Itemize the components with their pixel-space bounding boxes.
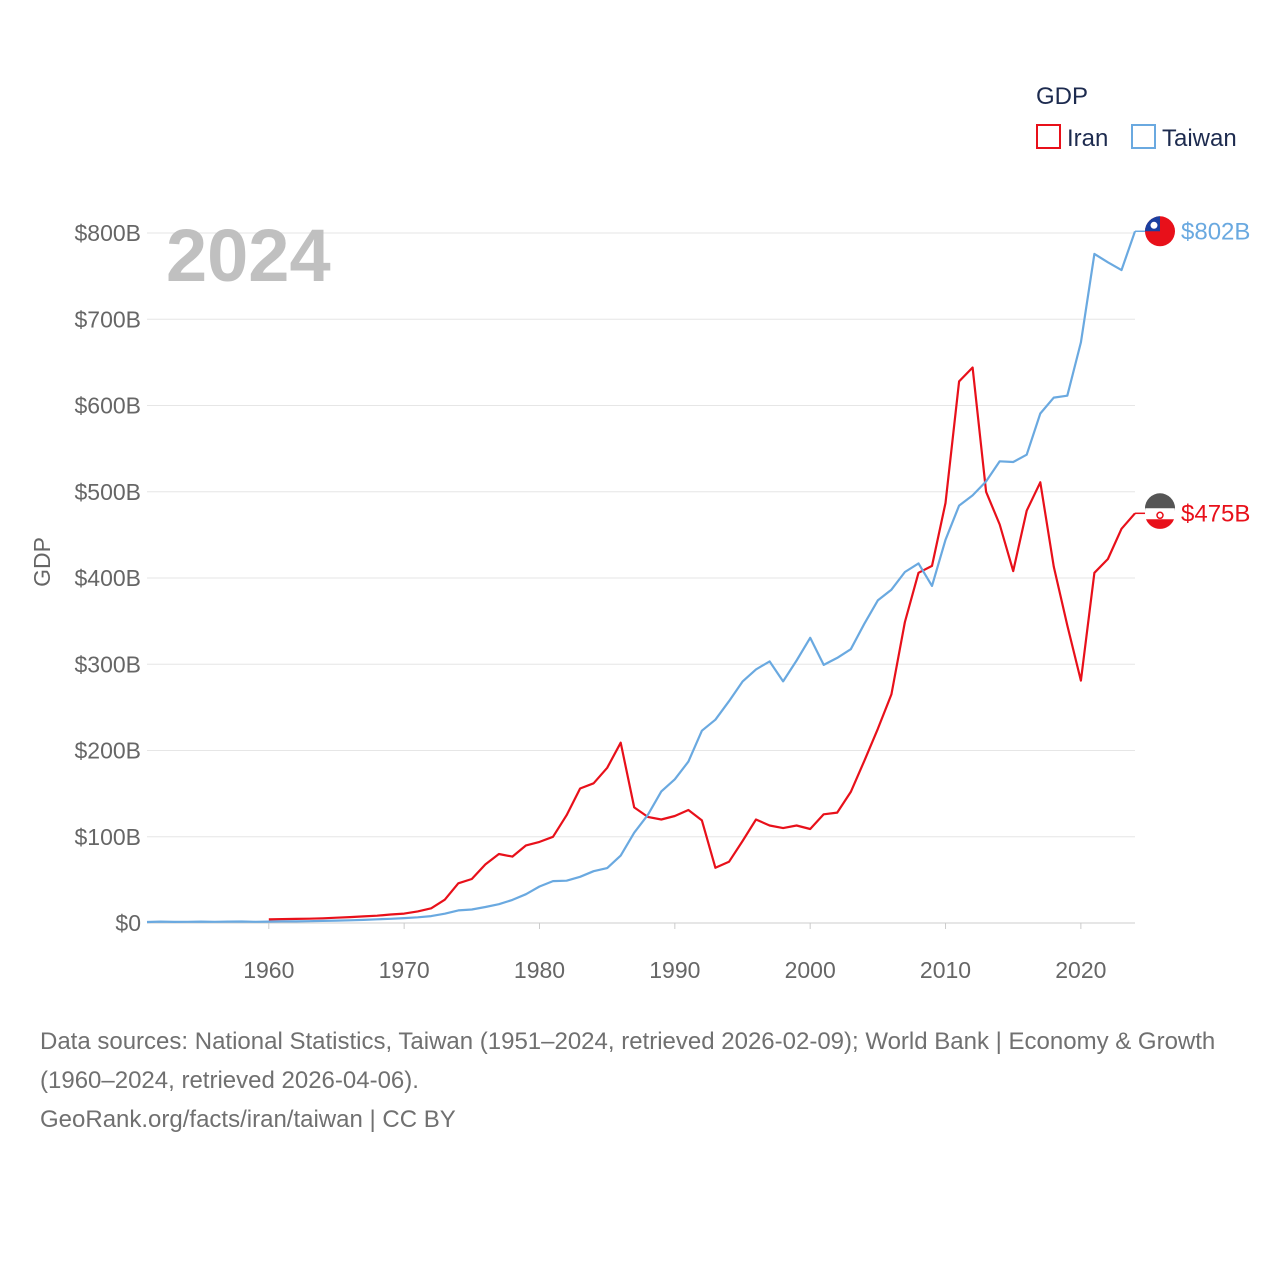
x-tick-label: 2000 [785, 957, 836, 983]
legend: GDP Iran Taiwan [1036, 83, 1237, 152]
x-tick-label: 1970 [379, 957, 430, 983]
taiwan-flag-icon [1145, 216, 1175, 247]
chart-footer: Data sources: National Statistics, Taiwa… [40, 1022, 1240, 1139]
x-axis-ticks: 1960 1970 1980 1990 2000 2010 2020 [243, 923, 1106, 983]
x-tick-label: 1980 [514, 957, 565, 983]
iran-flag-icon [1145, 493, 1175, 529]
y-tick-label: $100B [74, 824, 141, 850]
y-tick-label: $400B [74, 565, 141, 591]
x-tick-label: 2020 [1055, 957, 1106, 983]
y-tick-label: $500B [74, 479, 141, 505]
y-tick-label: $300B [74, 651, 141, 677]
y-tick-label: $700B [74, 306, 141, 332]
iran-legend-swatch[interactable] [1036, 124, 1061, 149]
y-tick-label: $600B [74, 393, 141, 419]
taiwan-end-label: $802B [1181, 218, 1250, 245]
iran-legend-label[interactable]: Iran [1067, 125, 1108, 152]
legend-title: GDP [1036, 83, 1088, 110]
iran-line [268, 366, 1136, 921]
series-lines [146, 230, 1137, 924]
data-sources-text: Data sources: National Statistics, Taiwa… [40, 1028, 1216, 1094]
iran-end-label: $475B [1181, 500, 1250, 527]
gridlines [147, 232, 1135, 924]
x-tick-label: 2010 [920, 957, 971, 983]
end-markers: $475B $802B [1135, 216, 1250, 529]
x-tick-label: 1990 [649, 957, 700, 983]
taiwan-legend-swatch[interactable] [1131, 124, 1156, 149]
y-axis-ticks: $0 $100B $200B $300B $400B $500B $600B $700B $80… [74, 220, 141, 936]
y-tick-label: $200B [74, 738, 141, 764]
taiwan-legend-label[interactable]: Taiwan [1162, 125, 1237, 152]
year-watermark: 2024 [166, 214, 331, 297]
x-tick-label: 1960 [243, 957, 294, 983]
taiwan-line [146, 230, 1137, 924]
y-axis-title: GDP [29, 537, 55, 587]
credit-text: GeoRank.org/facts/iran/taiwan | CC BY [40, 1106, 456, 1133]
y-tick-label: $800B [74, 220, 141, 246]
y-tick-label: $0 [115, 910, 141, 936]
